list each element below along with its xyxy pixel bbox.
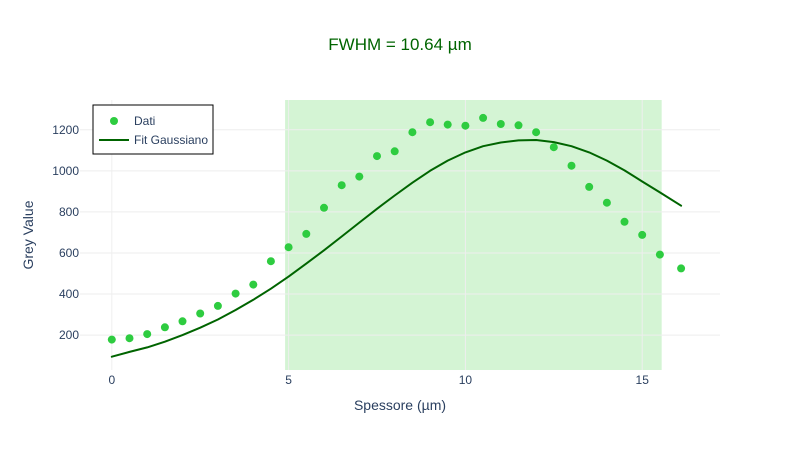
data-point-10 bbox=[284, 243, 293, 252]
data-point-8 bbox=[249, 280, 258, 289]
data-point-28 bbox=[602, 198, 611, 207]
x-tick-label-3: 15 bbox=[636, 373, 650, 387]
legend-label-fit[interactable]: Fit Gaussiano bbox=[134, 133, 208, 147]
data-point-29 bbox=[620, 217, 629, 226]
y-tick-label-3: 800 bbox=[59, 205, 79, 219]
data-point-27 bbox=[585, 182, 594, 191]
data-point-3 bbox=[160, 323, 169, 332]
fit-gaussian-line bbox=[110, 139, 683, 358]
data-point-23 bbox=[514, 121, 523, 130]
data-point-32 bbox=[677, 264, 686, 273]
data-point-2 bbox=[143, 330, 152, 339]
legend-box bbox=[92, 104, 214, 155]
data-point-14 bbox=[355, 172, 364, 181]
y-tick-label-4: 1000 bbox=[52, 164, 79, 178]
data-point-17 bbox=[408, 128, 417, 137]
data-point-13 bbox=[337, 181, 346, 190]
chart-title: FWHM = 10.64 µm bbox=[328, 35, 471, 54]
data-point-7 bbox=[231, 289, 240, 298]
data-point-21 bbox=[479, 113, 488, 122]
data-point-5 bbox=[196, 309, 205, 318]
x-tick-label-2: 10 bbox=[459, 373, 473, 387]
data-point-9 bbox=[266, 257, 275, 266]
data-point-0 bbox=[107, 335, 116, 344]
highlight-band-layer bbox=[285, 100, 662, 370]
data-point-20 bbox=[461, 121, 470, 130]
legend-label-dati[interactable]: Dati bbox=[134, 114, 155, 128]
data-point-1 bbox=[125, 334, 134, 343]
tick-label-layer: 0 5 10 15 200 400 600 800 1000 1200 bbox=[52, 123, 649, 387]
data-point-26 bbox=[567, 161, 576, 170]
data-point-15 bbox=[373, 152, 381, 161]
data-point-6 bbox=[213, 301, 222, 310]
data-point-18 bbox=[426, 118, 435, 127]
legend-marker-dati bbox=[110, 117, 118, 125]
data-point-31 bbox=[655, 250, 664, 259]
y-axis-title: Grey Value bbox=[20, 200, 36, 269]
highlight-band bbox=[285, 100, 662, 370]
data-point-4 bbox=[178, 317, 187, 326]
x-tick-label-0: 0 bbox=[108, 373, 115, 387]
data-point-16 bbox=[390, 147, 399, 156]
data-point-22 bbox=[496, 120, 505, 128]
data-point-25 bbox=[549, 143, 558, 152]
y-tick-label-1: 400 bbox=[59, 287, 79, 301]
data-point-30 bbox=[638, 230, 647, 239]
y-tick-label-0: 200 bbox=[59, 328, 79, 342]
data-point-12 bbox=[320, 203, 328, 212]
legend[interactable]: Dati Fit Gaussiano bbox=[92, 104, 214, 155]
y-tick-label-5: 1200 bbox=[52, 123, 79, 137]
data-point-11 bbox=[302, 229, 311, 238]
data-point-19 bbox=[443, 120, 452, 129]
x-tick-label-1: 5 bbox=[285, 373, 292, 387]
data-point-24 bbox=[532, 128, 541, 137]
y-tick-label-2: 600 bbox=[59, 246, 79, 260]
fit-line-layer bbox=[110, 139, 683, 358]
x-axis-title: Spessore (µm) bbox=[354, 397, 446, 413]
data-point-layer bbox=[107, 113, 686, 344]
